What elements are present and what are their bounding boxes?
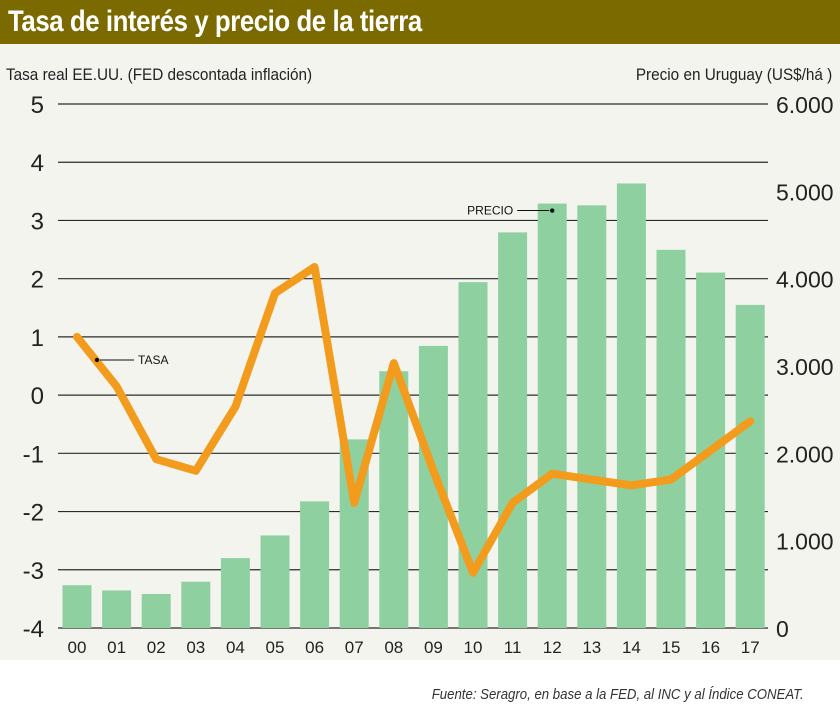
title-bar: Tasa de interés y precio de la tierra (0, 0, 840, 44)
left-tick-label: -3 (23, 558, 44, 585)
precio-annotation: PRECIO (467, 204, 513, 218)
x-tick-label: 03 (186, 638, 205, 657)
precio-bar-02 (141, 593, 171, 628)
x-tick-label: 12 (543, 638, 562, 657)
left-tick-label: 2 (31, 267, 44, 294)
x-tick-label: 14 (622, 638, 641, 657)
axis-ticks: 543210-1-2-3-46.0005.0004.0003.0002.0001… (23, 92, 834, 657)
right-tick-label: 1.000 (776, 529, 834, 555)
precio-bar-11 (498, 232, 528, 628)
x-tick-label: 17 (741, 638, 760, 657)
tasa-line-group (73, 263, 755, 577)
x-tick-label: 11 (504, 638, 522, 657)
left-tick-label: 4 (31, 150, 44, 177)
precio-marker-dot (550, 208, 555, 213)
precio-bar-04 (220, 558, 250, 628)
x-tick-label: 01 (107, 638, 126, 657)
x-tick-label: 06 (305, 638, 324, 657)
tasa-marker-dot (94, 357, 100, 363)
gridlines (58, 103, 768, 629)
x-tick-label: 04 (226, 638, 245, 657)
left-tick-label: 3 (31, 208, 44, 235)
right-tick-label: 5.000 (776, 179, 834, 205)
left-tick-label: 1 (31, 325, 44, 352)
chart-title: Tasa de interés y precio de la tierra (8, 5, 422, 38)
x-tick-label: 02 (147, 638, 166, 657)
precio-bar-00 (62, 585, 92, 628)
precio-bar-05 (260, 535, 290, 628)
precio-bar-13 (577, 205, 607, 628)
precio-bar-14 (616, 183, 646, 628)
x-tick-label: 09 (424, 638, 443, 657)
right-tick-label: 3.000 (776, 354, 834, 380)
x-tick-label: 16 (701, 638, 720, 657)
tasa-line (73, 263, 755, 577)
x-tick-label: 13 (582, 638, 601, 657)
x-tick-label: 05 (266, 638, 285, 657)
precio-bar-08 (379, 371, 409, 628)
precio-bar-06 (300, 501, 330, 628)
left-tick-label: -4 (23, 616, 44, 643)
right-tick-label: 6.000 (776, 92, 834, 118)
left-tick-label: -1 (23, 441, 44, 468)
right-tick-label: 0 (776, 616, 789, 642)
left-tick-label: -2 (23, 500, 44, 527)
precio-bar-12 (537, 203, 567, 628)
precio-bars (62, 183, 765, 628)
precio-bar-01 (102, 590, 132, 628)
source-note: Fuente: Seragro, en base a la FED, al IN… (432, 686, 804, 703)
annotations: PRECIO TASA (94, 204, 555, 367)
precio-bar-15 (656, 249, 686, 628)
precio-bar-03 (181, 581, 211, 628)
x-tick-label: 07 (345, 638, 364, 657)
right-tick-label: 4.000 (776, 267, 834, 293)
x-tick-label: 00 (68, 638, 87, 657)
right-axis-title: Precio en Uruguay (US$/há ) (635, 65, 832, 84)
precio-bar-17 (735, 304, 765, 628)
x-tick-label: 08 (384, 638, 403, 657)
left-tick-label: 5 (31, 92, 44, 119)
right-tick-label: 2.000 (776, 441, 834, 467)
tasa-annotation: TASA (138, 353, 168, 367)
left-tick-label: 0 (31, 383, 44, 410)
left-axis-title: Tasa real EE.UU. (FED descontada inflaci… (6, 65, 313, 84)
x-tick-label: 10 (464, 638, 483, 657)
x-tick-label: 15 (662, 638, 681, 657)
